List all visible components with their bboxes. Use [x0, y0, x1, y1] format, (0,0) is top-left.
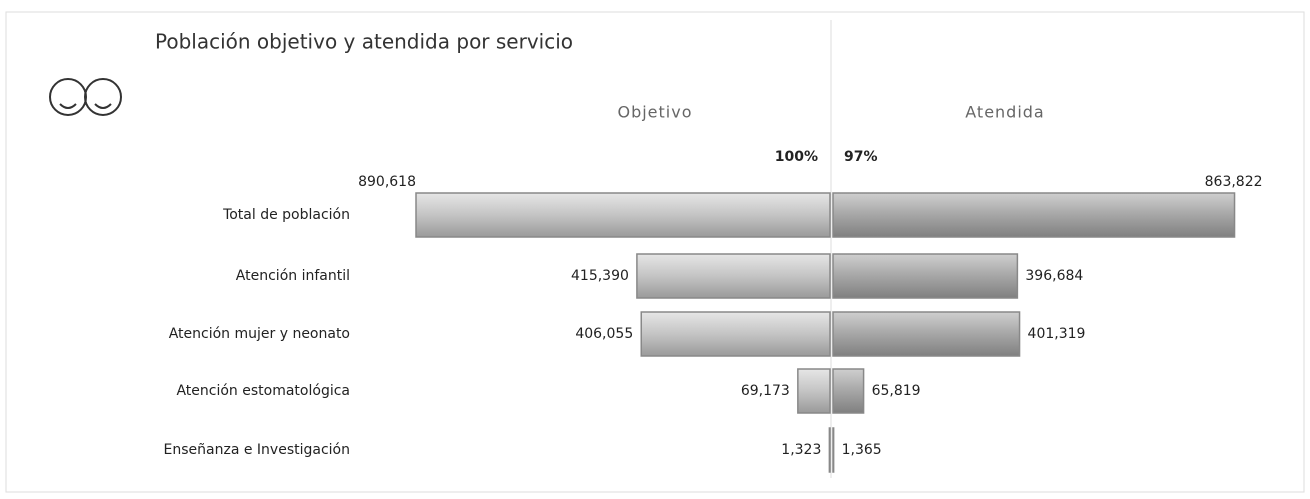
- legend-objetivo: Objetivo: [617, 103, 692, 122]
- chart: Población objetivo y atendida por servic…: [0, 0, 1310, 499]
- value-label: 69,173: [741, 383, 790, 399]
- value-label: 1,365: [842, 442, 882, 458]
- kids-icon: [50, 79, 121, 115]
- bar: [833, 312, 1020, 356]
- category-label: Atención mujer y neonato: [169, 326, 350, 342]
- annotation: 100%: [775, 149, 818, 165]
- bar: [641, 312, 830, 356]
- category-label: Enseñanza e Investigación: [164, 442, 350, 458]
- category-label: Total de población: [222, 207, 350, 223]
- value-label: 406,055: [575, 326, 633, 342]
- value-label: 396,684: [1025, 268, 1083, 284]
- bar: [829, 428, 830, 472]
- bar: [833, 193, 1235, 237]
- bar: [416, 193, 830, 237]
- value-label: 65,819: [872, 383, 921, 399]
- value-label: 415,390: [571, 268, 629, 284]
- value-label: 1,323: [781, 442, 821, 458]
- value-label: 863,822: [1205, 174, 1263, 190]
- value-label: 401,319: [1028, 326, 1086, 342]
- category-label: Atención infantil: [236, 268, 350, 284]
- value-label: 890,618: [358, 174, 416, 190]
- bar: [637, 254, 830, 298]
- bar: [833, 369, 864, 413]
- category-label: Atención estomatológica: [176, 383, 350, 399]
- bar: [833, 428, 834, 472]
- chart-title: Población objetivo y atendida por servic…: [155, 30, 573, 54]
- legend-atendida: Atendida: [965, 103, 1044, 122]
- bar: [833, 254, 1017, 298]
- frame: [6, 12, 1304, 492]
- annotation: 97%: [844, 149, 878, 165]
- bar: [798, 369, 830, 413]
